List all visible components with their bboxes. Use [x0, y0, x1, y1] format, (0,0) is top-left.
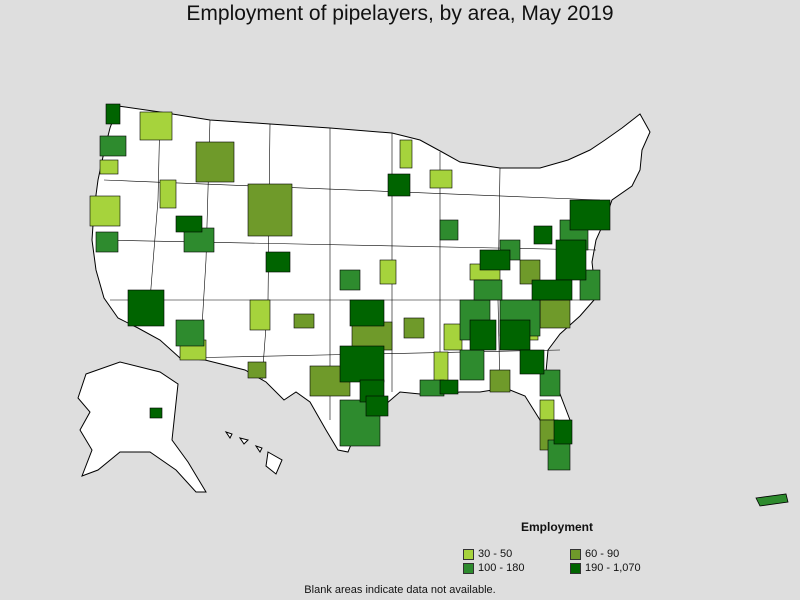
legend-swatch — [463, 562, 474, 574]
puerto-rico-land — [755, 493, 789, 507]
legend-label: 30 - 50 — [478, 548, 513, 560]
hawaii-land — [224, 431, 283, 475]
footnote: Blank areas indicate data not available. — [304, 584, 496, 596]
legend-label: 60 - 90 — [585, 548, 620, 560]
legend-swatch — [570, 548, 581, 560]
legend-label: 100 - 180 — [478, 562, 525, 574]
employment-areas — [89, 103, 611, 471]
legend-label: 190 - 1,070 — [585, 562, 641, 574]
legend-swatch — [570, 562, 581, 574]
legend-item-100-180: 100 - 180 — [463, 562, 524, 574]
legend-swatch — [463, 548, 474, 560]
legend-title: Employment — [521, 520, 594, 534]
legend-item-30-50: 30 - 50 — [463, 548, 512, 560]
legend-item-190-1070: 190 - 1,070 — [570, 562, 641, 574]
legend-item-60-90: 60 - 90 — [570, 548, 619, 560]
alaska-land — [77, 361, 207, 493]
map-title: Employment of pipelayers, by area, May 2… — [186, 2, 614, 25]
